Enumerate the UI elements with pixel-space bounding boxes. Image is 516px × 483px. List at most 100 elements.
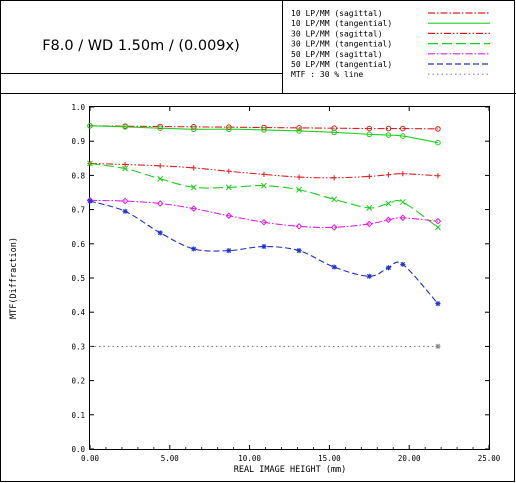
data-point bbox=[226, 124, 232, 130]
data-point bbox=[385, 132, 392, 138]
data-point bbox=[226, 168, 232, 174]
data-point bbox=[191, 165, 197, 171]
data-point bbox=[260, 218, 268, 226]
y-tick-label: 1.0 bbox=[71, 103, 85, 112]
y-tick-label: 0.6 bbox=[71, 240, 85, 249]
y-tick-label: 0.1 bbox=[71, 411, 85, 420]
data-point bbox=[190, 184, 197, 191]
data-point bbox=[385, 200, 392, 207]
data-point bbox=[434, 217, 442, 225]
data-point bbox=[366, 173, 372, 180]
data-point bbox=[122, 208, 128, 214]
data-point bbox=[190, 124, 197, 130]
x-tick-label: 25.00 bbox=[478, 454, 501, 463]
data-point bbox=[434, 224, 441, 231]
data-point bbox=[226, 126, 232, 133]
data-point bbox=[296, 248, 302, 254]
legend: 10 LP/MM (sagittal)10 LP/MM (tangential)… bbox=[291, 9, 490, 79]
data-point bbox=[157, 163, 163, 169]
data-point bbox=[385, 172, 392, 178]
series-markers bbox=[86, 123, 442, 349]
x-tick-label: 15.00 bbox=[318, 454, 341, 463]
data-point bbox=[435, 173, 441, 179]
y-tick-label: 0.5 bbox=[71, 274, 85, 283]
y-tick-label: 0.0 bbox=[71, 445, 85, 454]
data-point bbox=[366, 204, 373, 211]
legend-label: 30 LP/MM (tangential) bbox=[291, 40, 392, 49]
series-line bbox=[89, 125, 438, 130]
series-line bbox=[89, 125, 439, 144]
data-point bbox=[261, 182, 267, 189]
data-point bbox=[122, 161, 128, 168]
data-point bbox=[400, 261, 406, 267]
data-point bbox=[400, 133, 406, 139]
x-tick-label: 5.00 bbox=[161, 454, 180, 463]
data-point bbox=[191, 246, 197, 252]
data-point bbox=[435, 301, 441, 307]
data-point bbox=[399, 199, 406, 206]
data-point bbox=[296, 174, 302, 180]
data-point bbox=[385, 265, 392, 271]
y-tick-label: 0.3 bbox=[71, 342, 85, 351]
data-point bbox=[190, 126, 197, 133]
data-point bbox=[296, 128, 302, 134]
y-tick-label: 0.7 bbox=[71, 206, 85, 215]
data-point bbox=[331, 129, 337, 136]
data-point bbox=[87, 160, 93, 167]
data-point bbox=[331, 264, 337, 270]
data-point bbox=[157, 230, 163, 236]
data-point bbox=[331, 175, 337, 181]
y-tick-label: 0.8 bbox=[71, 171, 85, 180]
legend-label: 10 LP/MM (sagittal) bbox=[291, 9, 383, 18]
series-line bbox=[89, 162, 438, 179]
chart-title: F8.0 / WD 1.50m / (0.009x) bbox=[42, 38, 240, 54]
x-tick-label: 10.00 bbox=[238, 454, 261, 463]
y-tick-label: 0.4 bbox=[71, 308, 85, 317]
data-point bbox=[400, 171, 406, 177]
data-point bbox=[157, 123, 164, 130]
data-point bbox=[225, 184, 232, 191]
data-point bbox=[366, 131, 373, 138]
data-point bbox=[400, 125, 406, 132]
data-point bbox=[261, 243, 267, 250]
data-point bbox=[225, 212, 233, 220]
plot-area: 0.0 0.1 0.2 0.3 0.4 0.5 0.6 0.7 0.8 0.9 1.0 0.00 5.… bbox=[71, 103, 500, 463]
data-point bbox=[295, 223, 303, 230]
data-point bbox=[296, 186, 303, 193]
data-point bbox=[190, 205, 198, 212]
data-point bbox=[261, 171, 267, 177]
plot-border bbox=[89, 106, 490, 450]
y-axis-ticks: 0.0 0.1 0.2 0.3 0.4 0.5 0.6 0.7 0.8 0.9 1.0 bbox=[71, 103, 489, 454]
legend-label: 50 LP/MM (sagittal) bbox=[291, 50, 383, 59]
data-point bbox=[366, 125, 373, 132]
data-point bbox=[296, 125, 302, 131]
x-axis-ticks: 0.00 5.00 10.00 15.00 20.00 25.00 bbox=[81, 107, 501, 463]
data-point bbox=[385, 216, 392, 224]
data-point bbox=[157, 125, 164, 132]
y-axis-label: MTF(Diffraction) bbox=[9, 237, 19, 319]
legend-label: 10 LP/MM (tangential) bbox=[291, 19, 392, 28]
y-tick-label: 0.2 bbox=[71, 377, 85, 386]
data-point bbox=[385, 125, 392, 132]
data-point bbox=[157, 175, 164, 182]
data-point bbox=[261, 127, 267, 133]
data-point bbox=[156, 200, 164, 207]
legend-label: MTF : 30 % line bbox=[291, 70, 363, 79]
legend-label: 30 LP/MM (sagittal) bbox=[291, 29, 383, 38]
data-point bbox=[122, 165, 129, 172]
x-axis-label: REAL IMAGE HEIGHT (mm) bbox=[234, 465, 347, 475]
legend-label: 50 LP/MM (tangential) bbox=[291, 60, 392, 69]
data-point bbox=[435, 126, 441, 132]
data-point bbox=[399, 214, 407, 222]
x-tick-label: 0.00 bbox=[81, 454, 100, 463]
data-point bbox=[435, 139, 441, 146]
data-point bbox=[365, 220, 373, 228]
data-point bbox=[122, 124, 128, 130]
y-tick-label: 0.9 bbox=[71, 137, 85, 146]
x-tick-label: 20.00 bbox=[398, 454, 421, 463]
data-point bbox=[87, 123, 93, 129]
data-point bbox=[261, 124, 267, 131]
data-point bbox=[330, 224, 338, 231]
